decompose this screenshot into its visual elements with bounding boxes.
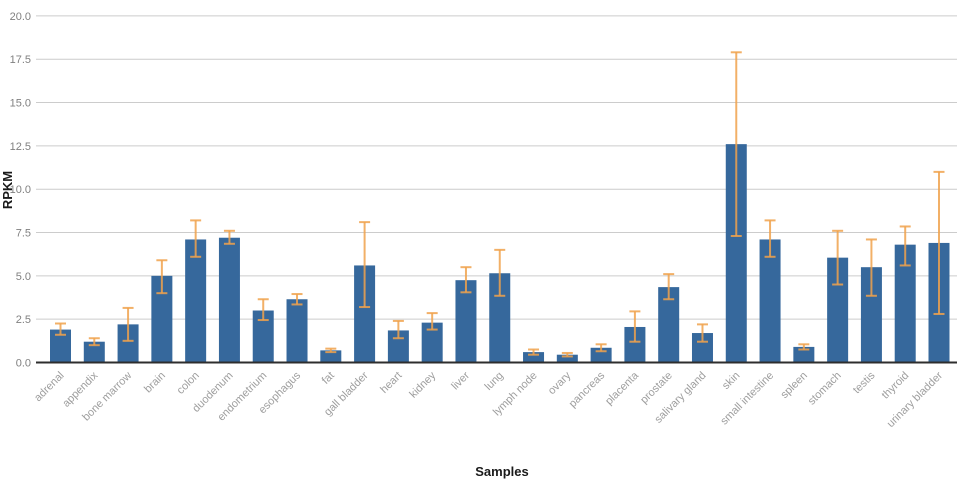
x-tick-label-heart: heart: [378, 370, 404, 396]
error-bar-pancreas: [595, 343, 607, 353]
y-tick-label: 7.5: [16, 228, 31, 240]
y-tick-label: 0.0: [16, 358, 31, 370]
y-tick-label: 10.0: [10, 184, 31, 196]
error-bar-thyroid: [899, 225, 911, 267]
y-tick-label: 5.0: [16, 271, 31, 283]
bar-spleen[interactable]: [793, 346, 815, 363]
x-tick-label-lung: lung: [483, 370, 506, 393]
error-bar-ovary: [561, 351, 573, 358]
x-tick-label-testis: testis: [851, 369, 878, 396]
error-bar-gall-bladder: [359, 221, 371, 309]
bar-liver[interactable]: [455, 280, 477, 363]
error-bars: [55, 51, 945, 358]
y-tick-labels: 0.0 2.5 5.0 7.5 10.0 12.5 15.0 17.5 20.0: [10, 11, 31, 370]
error-bar-skin: [730, 51, 742, 237]
error-bar-appendix: [88, 337, 100, 347]
bar-placenta[interactable]: [624, 326, 646, 363]
error-bar-duodenum: [223, 229, 235, 245]
error-bar-kidney: [426, 312, 438, 331]
x-tick-label-skin: skin: [720, 370, 742, 392]
bar-bone-marrow[interactable]: [117, 324, 139, 363]
x-tick-label-spleen: spleen: [779, 370, 810, 401]
x-tick-label-brain: brain: [142, 370, 168, 396]
bar-prostate[interactable]: [658, 287, 680, 363]
x-tick-label-liver: liver: [449, 369, 472, 392]
error-bar-spleen: [798, 343, 810, 351]
error-bar-small-intestine: [764, 219, 776, 258]
bar-salivary-gland[interactable]: [691, 333, 713, 363]
x-tick-label-placenta: placenta: [603, 369, 642, 408]
bar-lymph-node[interactable]: [523, 352, 545, 363]
x-tick-label-ovary: ovary: [546, 369, 574, 397]
error-bar-heart: [392, 319, 404, 340]
error-bar-adrenal: [55, 322, 66, 336]
y-tick-label: 17.5: [10, 54, 31, 66]
bar-colon[interactable]: [185, 239, 207, 363]
error-bar-fat: [325, 347, 337, 354]
bars: [50, 144, 950, 363]
bar-brain[interactable]: [151, 275, 173, 363]
bar-duodenum[interactable]: [218, 237, 240, 363]
error-bar-urinary-bladder: [933, 170, 945, 315]
x-tick-label-kidney: kidney: [407, 369, 438, 400]
y-tick-label: 2.5: [16, 314, 31, 326]
x-tick-label-stomach: stomach: [806, 370, 844, 408]
bar-gall-bladder[interactable]: [354, 265, 376, 363]
error-bar-bone-marrow: [122, 306, 134, 342]
y-axis-title: RPKM: [0, 171, 15, 209]
bar-endometrium[interactable]: [252, 310, 274, 363]
bar-testis[interactable]: [860, 267, 882, 363]
error-bar-stomach: [832, 229, 844, 286]
error-bar-lymph-node: [528, 348, 540, 356]
bar-adrenal[interactable]: [50, 329, 71, 363]
error-bar-prostate: [663, 273, 675, 301]
bar-ovary[interactable]: [556, 354, 578, 363]
error-bar-colon: [190, 219, 202, 258]
error-bar-lung: [494, 248, 506, 297]
error-bar-placenta: [629, 310, 641, 343]
y-tick-label: 20.0: [10, 11, 31, 23]
error-bar-endometrium: [257, 298, 269, 322]
y-tick-label: 12.5: [10, 141, 31, 153]
y-tick-label: 15.0: [10, 98, 31, 110]
error-bar-testis: [865, 238, 877, 297]
bar-fat[interactable]: [320, 350, 342, 363]
error-bar-salivary-gland: [696, 323, 708, 343]
bar-small-intestine[interactable]: [759, 239, 781, 363]
error-bar-liver: [460, 266, 472, 294]
bar-thyroid[interactable]: [894, 244, 916, 363]
bar-kidney[interactable]: [421, 322, 443, 363]
error-bar-esophagus: [291, 293, 303, 306]
error-bar-brain: [156, 259, 168, 295]
bar-esophagus[interactable]: [286, 299, 308, 363]
x-tick-label-pancreas: pancreas: [567, 369, 608, 410]
x-tick-label-fat: fat: [320, 370, 337, 387]
x-tick-label-colon: colon: [175, 370, 202, 397]
x-axis-title: Samples: [475, 464, 528, 479]
bar-skin[interactable]: [725, 144, 747, 363]
bar-appendix[interactable]: [83, 341, 105, 363]
x-tick-label-thyroid: thyroid: [879, 370, 911, 402]
